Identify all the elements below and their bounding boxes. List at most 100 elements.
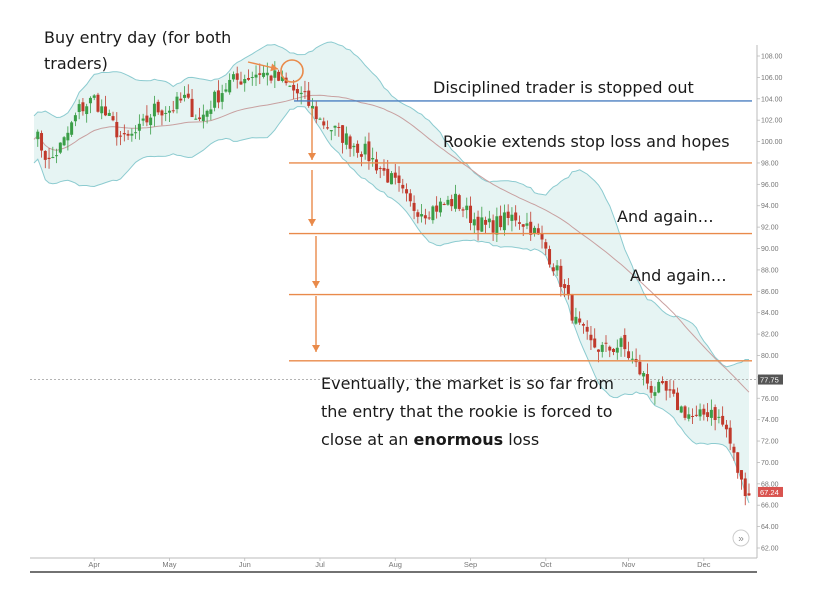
candle-body bbox=[642, 373, 646, 377]
candle-body bbox=[465, 205, 469, 211]
candle-body bbox=[280, 76, 284, 81]
candle-body bbox=[258, 73, 262, 75]
scroll-right-button[interactable]: » bbox=[732, 529, 750, 547]
candle-body bbox=[119, 135, 123, 137]
candle-body bbox=[247, 77, 250, 80]
candle-body bbox=[653, 392, 657, 396]
candle-body bbox=[303, 91, 307, 93]
y-tick-label: 98.00 bbox=[761, 160, 779, 167]
candle-body bbox=[702, 408, 706, 415]
candle-body bbox=[453, 193, 457, 209]
candle-body bbox=[698, 409, 702, 417]
candle-body bbox=[408, 193, 412, 202]
candle-body bbox=[51, 157, 55, 159]
candle-body bbox=[442, 204, 446, 206]
y-tick-label: 86.00 bbox=[761, 289, 779, 296]
candle-body bbox=[668, 389, 672, 391]
candle-body bbox=[36, 131, 40, 140]
candle-body bbox=[70, 122, 74, 135]
candle-body bbox=[521, 224, 525, 227]
eventually-label-line3: close at an enormous loss bbox=[321, 430, 539, 449]
candle-body bbox=[55, 155, 59, 157]
candle-body bbox=[239, 81, 243, 85]
candle-body bbox=[627, 351, 631, 359]
candle-body bbox=[77, 104, 81, 113]
bollinger-band-fill bbox=[34, 42, 749, 503]
candle-body bbox=[341, 125, 345, 143]
candle-body bbox=[363, 143, 367, 155]
x-tick-label: May bbox=[162, 560, 176, 569]
candle-body bbox=[326, 127, 330, 129]
candle-body bbox=[619, 338, 623, 347]
candle-body bbox=[739, 470, 743, 480]
candle-body bbox=[517, 222, 521, 224]
candle-body bbox=[43, 150, 47, 160]
candle-body bbox=[401, 184, 405, 189]
candle-body bbox=[231, 74, 235, 80]
candle-body bbox=[706, 412, 710, 417]
candle-body bbox=[559, 265, 563, 287]
y-tick-label: 106.00 bbox=[761, 75, 783, 82]
candle-body bbox=[736, 452, 740, 473]
candle-body bbox=[115, 121, 119, 138]
candle-body bbox=[382, 168, 386, 171]
y-tick-label: 64.00 bbox=[761, 524, 779, 531]
candle-body bbox=[329, 130, 333, 132]
buy-entry-label-line1: Buy entry day (for both bbox=[44, 28, 231, 47]
y-tick-label: 102.00 bbox=[761, 118, 783, 125]
candle-body bbox=[337, 126, 341, 128]
candle-body bbox=[81, 102, 85, 112]
candle-body bbox=[111, 116, 115, 121]
candle-body bbox=[566, 285, 570, 296]
candle-body bbox=[612, 348, 616, 352]
candle-body bbox=[367, 141, 371, 162]
y-tick-label: 90.00 bbox=[761, 246, 779, 253]
candle-body bbox=[555, 265, 559, 271]
candle-body bbox=[209, 109, 213, 114]
candle-body bbox=[254, 74, 258, 78]
y-tick-label: 88.00 bbox=[761, 267, 779, 274]
entry-pointer-arrow bbox=[247, 61, 279, 72]
candle-body bbox=[435, 205, 439, 212]
candle-body bbox=[104, 106, 107, 116]
candle-body bbox=[126, 133, 130, 136]
candle-body bbox=[397, 175, 401, 184]
candle-body bbox=[130, 133, 134, 136]
candle-body bbox=[593, 338, 597, 348]
y-tick-label: 74.00 bbox=[761, 417, 779, 424]
candle-body bbox=[423, 215, 427, 219]
again-label-1: And again… bbox=[617, 207, 714, 226]
candle-body bbox=[243, 79, 247, 84]
stop-arrow-4 bbox=[312, 296, 320, 352]
candle-body bbox=[495, 216, 499, 235]
candle-body bbox=[348, 136, 352, 149]
y-tick-label: 92.00 bbox=[761, 225, 779, 232]
candle-body bbox=[533, 227, 536, 235]
candle-body bbox=[171, 110, 175, 112]
candle-body bbox=[623, 334, 627, 350]
bollinger-upper-line bbox=[33, 41, 749, 368]
candle-body bbox=[386, 168, 390, 183]
candle-body bbox=[318, 118, 322, 120]
candle-body bbox=[683, 406, 687, 418]
candle-body bbox=[743, 478, 747, 497]
eventually-bold: enormous bbox=[414, 430, 504, 449]
candle-body bbox=[179, 98, 183, 101]
candle-body bbox=[152, 103, 156, 117]
candle-body bbox=[344, 133, 348, 145]
stop-arrow-3 bbox=[312, 236, 320, 288]
x-tick-label: Oct bbox=[540, 560, 553, 569]
candle-body bbox=[167, 110, 171, 113]
candle-body bbox=[314, 106, 318, 120]
candle-body bbox=[551, 267, 555, 272]
candle-body bbox=[649, 385, 653, 393]
candle-body bbox=[66, 132, 70, 141]
candle-body bbox=[476, 216, 480, 231]
candle-body bbox=[615, 347, 619, 353]
candle-body bbox=[122, 133, 126, 135]
candle-body bbox=[570, 294, 574, 321]
candle-body bbox=[73, 115, 77, 122]
candle-body bbox=[510, 214, 514, 221]
eventually-post: loss bbox=[503, 430, 539, 449]
